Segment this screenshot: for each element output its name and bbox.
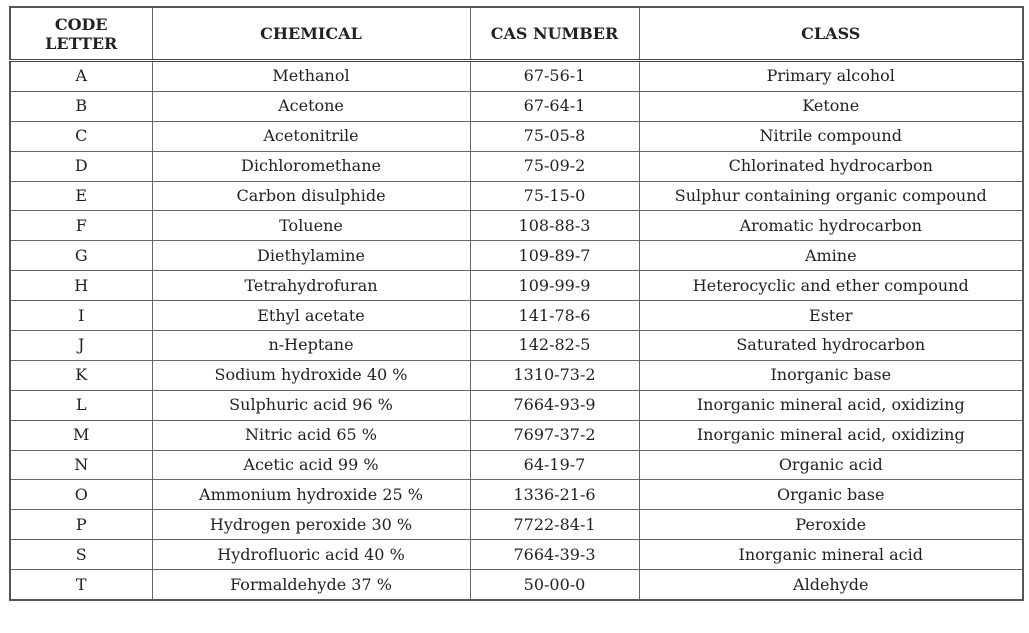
table-row: N Acetic acid 99 % 64-19-7 Organic acid (9, 449, 1024, 481)
table-cell: Ketone (638, 90, 1024, 122)
table-row: B Acetone 67-64-1 Ketone (9, 90, 1024, 122)
header-cell: CLASS (638, 6, 1024, 62)
table-cell: 141-78-6 (469, 300, 640, 332)
table-cell: G (9, 240, 153, 272)
table-cell: J (9, 330, 153, 361)
table-cell: D (9, 150, 153, 182)
table-cell: Sulphur containing organic compound (638, 180, 1024, 212)
table-cell: Aromatic hydrocarbon (638, 210, 1024, 242)
table-row: F Toluene 108-88-3 Aromatic hydrocarbon (9, 210, 1024, 242)
table-cell: H (9, 270, 153, 302)
table-cell: 75-09-2 (469, 150, 640, 182)
table-cell: Dichloromethane (151, 150, 471, 182)
table-cell: Acetonitrile (151, 120, 471, 152)
header-row: CODE LETTER CHEMICAL CAS NUMBER CLASS (9, 6, 1024, 62)
table-row: M Nitric acid 65 % 7697-37-2 Inorganic mine… (9, 419, 1024, 451)
table-cell: Hydrofluoric acid 40 % (151, 539, 471, 571)
table-cell: Sodium hydroxide 40 % (151, 359, 471, 391)
table-row: E Carbon disulphide 75-15-0 Sulphur contain… (9, 180, 1024, 212)
table-cell: Aldehyde (638, 569, 1024, 601)
table-row: L Sulphuric acid 96 % 7664-93-9 Inorganic m… (9, 389, 1024, 421)
table-cell: Inorganic base (638, 359, 1024, 391)
table-cell: 75-05-8 (469, 120, 640, 152)
table-cell: A (9, 60, 153, 92)
table-cell: 7664-39-3 (469, 539, 640, 571)
table-cell: Acetic acid 99 % (151, 449, 471, 481)
table-cell: Inorganic mineral acid, oxidizing (638, 419, 1024, 451)
table-cell: B (9, 90, 153, 122)
table-cell: 64-19-7 (469, 449, 640, 481)
table-row: P Hydrogen peroxide 30 % 7722-84-1 Peroxide (9, 509, 1024, 541)
table-cell: Formaldehyde 37 % (151, 569, 471, 601)
table-cell: L (9, 389, 153, 421)
table-cell: 7722-84-1 (469, 509, 640, 541)
table-cell: Ester (638, 300, 1024, 332)
table-row: O Ammonium hydroxide 25 % 1336-21-6 Organic… (9, 479, 1024, 511)
table-cell: Inorganic mineral acid (638, 539, 1024, 571)
table-body: A Methanol 67-56-1 Primary alcohol B Acetone 6… (9, 60, 1024, 601)
table-row: G Diethylamine 109-89-7 Amine (9, 240, 1024, 272)
table-cell: Peroxide (638, 509, 1024, 541)
table-cell: 67-64-1 (469, 90, 640, 122)
table-cell: 109-99-9 (469, 270, 640, 302)
table-cell: Chlorinated hydrocarbon (638, 150, 1024, 182)
table-cell: E (9, 180, 153, 212)
table-cell: 7664-93-9 (469, 389, 640, 421)
table-cell: Methanol (151, 60, 471, 92)
table-cell: Sulphuric acid 96 % (151, 389, 471, 421)
table-cell: N (9, 449, 153, 481)
header-cell: CAS NUMBER (469, 6, 640, 62)
table-row: A Methanol 67-56-1 Primary alcohol (9, 60, 1024, 92)
table-cell: n-Heptane (151, 330, 471, 361)
table-row: C Acetonitrile 75-05-8 Nitrile compound (9, 120, 1024, 152)
table-cell: Heterocyclic and ether compound (638, 270, 1024, 302)
table-cell: C (9, 120, 153, 152)
header-cell: CHEMICAL (151, 6, 471, 62)
table-cell: K (9, 359, 153, 391)
header-cell: CODE LETTER (9, 6, 153, 62)
table-cell: Ethyl acetate (151, 300, 471, 332)
table-row: H Tetrahydrofuran 109-99-9 Heterocyclic and… (9, 270, 1024, 302)
table-cell: Tetrahydrofuran (151, 270, 471, 302)
table-cell: Inorganic mineral acid, oxidizing (638, 389, 1024, 421)
table-cell: Nitric acid 65 % (151, 419, 471, 451)
table-cell: I (9, 300, 153, 332)
table-cell: Ammonium hydroxide 25 % (151, 479, 471, 511)
table-cell: Primary alcohol (638, 60, 1024, 92)
table-row: K Sodium hydroxide 40 % 1310-73-2 Inorganic… (9, 359, 1024, 391)
table-cell: 67-56-1 (469, 60, 640, 92)
table-cell: P (9, 509, 153, 541)
table-cell: M (9, 419, 153, 451)
table-cell: Organic base (638, 479, 1024, 511)
table-cell: 7697-37-2 (469, 419, 640, 451)
table-cell: 142-82-5 (469, 330, 640, 361)
table-row: D Dichloromethane 75-09-2 Chlorinated hydro… (9, 150, 1024, 182)
table-cell: 109-89-7 (469, 240, 640, 272)
table-cell: 1310-73-2 (469, 359, 640, 391)
table-cell: Hydrogen peroxide 30 % (151, 509, 471, 541)
table-row: I Ethyl acetate 141-78-6 Ester (9, 300, 1024, 332)
table-cell: Saturated hydrocarbon (638, 330, 1024, 361)
table-cell: 50-00-0 (469, 569, 640, 601)
table-cell: T (9, 569, 153, 601)
table-cell: Diethylamine (151, 240, 471, 272)
table-cell: S (9, 539, 153, 571)
table-cell: Nitrile compound (638, 120, 1024, 152)
table-header: CODE LETTER CHEMICAL CAS NUMBER CLASS (9, 6, 1024, 62)
table-cell: Carbon disulphide (151, 180, 471, 212)
table-row: T Formaldehyde 37 % 50-00-0 Aldehyde (9, 569, 1024, 601)
table-cell: F (9, 210, 153, 242)
table-cell: Acetone (151, 90, 471, 122)
table-cell: 108-88-3 (469, 210, 640, 242)
table-cell: Organic acid (638, 449, 1024, 481)
table-row: S Hydrofluoric acid 40 % 7664-39-3 Inorgani… (9, 539, 1024, 571)
table-cell: 75-15-0 (469, 180, 640, 212)
table-cell: 1336-21-6 (469, 479, 640, 511)
table-cell: Amine (638, 240, 1024, 272)
table-cell: Toluene (151, 210, 471, 242)
table-cell: O (9, 479, 153, 511)
